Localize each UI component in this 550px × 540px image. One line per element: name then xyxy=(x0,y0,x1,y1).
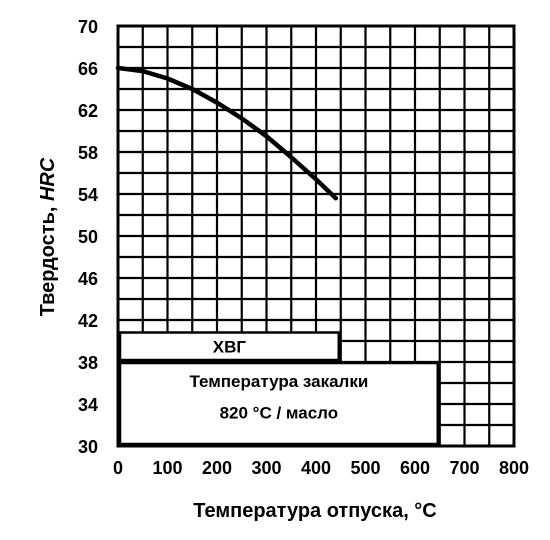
x-tick-label: 400 xyxy=(301,458,331,478)
steel-grade-label: ХВГ xyxy=(213,337,247,356)
y-tick-label: 34 xyxy=(78,395,98,415)
quench-info-box xyxy=(118,361,439,446)
y-axis-title-prefix: Твердость, xyxy=(37,201,59,316)
tick-labels: 0 100 200 300 400 500 600 700 800 30 34 38 42 46 50 54 5… xyxy=(78,17,529,478)
y-axis-title: Твердость, HRC xyxy=(37,157,59,316)
x-tick-label: 100 xyxy=(152,458,182,478)
y-tick-label: 38 xyxy=(78,353,98,373)
steel-grade-box xyxy=(118,331,340,362)
x-tick-label: 500 xyxy=(350,458,380,478)
annotation-boxes: ХВГ Температура закалки 820 °С / масло xyxy=(118,331,439,446)
x-axis-title: Температура отпуска, °С xyxy=(193,500,437,522)
x-tick-label: 300 xyxy=(251,458,281,478)
grid xyxy=(116,24,516,448)
x-tick-label: 800 xyxy=(499,458,529,478)
hardness-curve-0 xyxy=(115,65,339,201)
y-tick-label: 58 xyxy=(78,143,98,163)
series-layer xyxy=(115,65,339,201)
y-tick-label: 30 xyxy=(78,437,98,457)
quench-temp-value: 820 °С / масло xyxy=(220,404,339,423)
x-tick-label: 0 xyxy=(113,458,123,478)
y-tick-label: 54 xyxy=(78,185,98,205)
x-tick-label: 600 xyxy=(400,458,430,478)
x-tick-label: 200 xyxy=(202,458,232,478)
x-tick-label: 700 xyxy=(449,458,479,478)
y-tick-label: 70 xyxy=(78,17,98,37)
y-axis-title-unit: HRC xyxy=(37,157,59,201)
quench-temp-title: Температура закалки xyxy=(189,372,368,391)
y-tick-label: 62 xyxy=(78,101,98,121)
plot-frame xyxy=(116,24,516,448)
y-tick-label: 66 xyxy=(78,59,98,79)
y-tick-label: 46 xyxy=(78,269,98,289)
y-tick-label: 50 xyxy=(78,227,98,247)
y-tick-label: 42 xyxy=(78,311,98,331)
